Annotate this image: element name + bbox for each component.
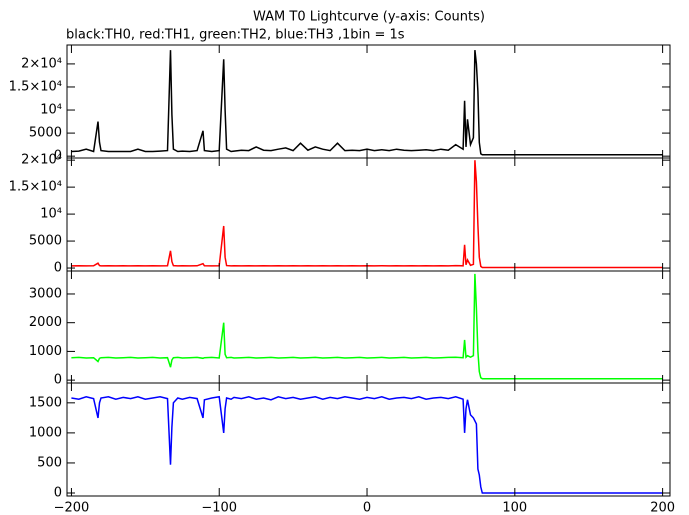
series-line [71, 50, 663, 156]
y-tick-label: 0 [54, 261, 62, 276]
y-tick-label: 2×10⁴ [21, 56, 62, 71]
y-tick-label: 0 [54, 373, 62, 388]
y-tick-label: 2000 [29, 315, 62, 330]
y-tick-label: 10⁴ [40, 103, 62, 118]
y-tick-label: 3000 [29, 286, 62, 301]
series-line [71, 395, 663, 494]
y-tick-label: 0 [54, 149, 62, 164]
y-tick-label: 1500 [29, 395, 62, 410]
x-tick-label: 0 [363, 501, 371, 515]
y-tick-label: 1000 [29, 344, 62, 359]
chart-subtitle: black:TH0, red:TH1, green:TH2, blue:TH3 … [66, 28, 405, 43]
y-tick-label: 1000 [29, 425, 62, 440]
x-tick-label: 100 [502, 501, 527, 515]
chart-title: WAM T0 Lightcurve (y-axis: Counts) [253, 10, 485, 25]
y-tick-label: 5000 [29, 234, 62, 249]
panel-frame [66, 44, 671, 159]
panel-frame [66, 270, 671, 384]
x-tick-label: −200 [54, 501, 90, 515]
y-tick-label: 10⁴ [40, 207, 62, 222]
y-tick-label: 2×10⁴ [21, 153, 62, 168]
x-tick-label: 200 [650, 501, 675, 515]
panel-frame [66, 382, 671, 497]
series-line [71, 160, 663, 269]
y-tick-label: 0 [54, 485, 62, 500]
y-tick-label: 5000 [29, 126, 62, 141]
x-tick-label: −100 [201, 501, 237, 515]
y-tick-label: 1.5×10⁴ [9, 79, 62, 94]
y-tick-label: 500 [37, 455, 62, 470]
panel-frame [66, 157, 671, 272]
series-line [71, 273, 663, 380]
y-tick-label: 1.5×10⁴ [9, 180, 62, 195]
